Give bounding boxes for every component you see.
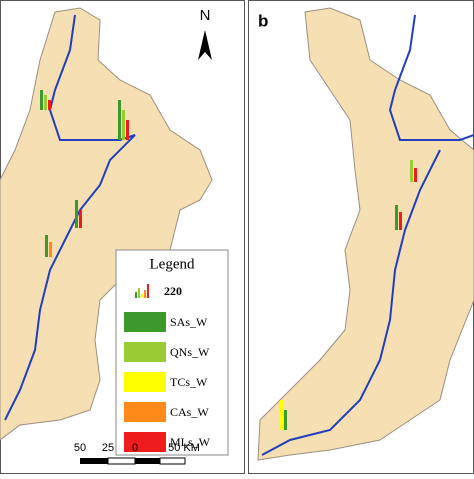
river [4, 14, 136, 421]
legend-sample [135, 284, 149, 298]
region-map [257, 7, 474, 461]
legend-title: Legend [150, 256, 195, 272]
scale-label: 50 KM [168, 442, 200, 454]
panel-label: b [258, 11, 268, 30]
scale-bar [80, 457, 186, 465]
scale-label: 50 [74, 442, 86, 454]
legend-swatch [124, 312, 166, 332]
north-label: N [200, 7, 211, 24]
legend-swatch [124, 372, 166, 392]
legend-swatch [124, 402, 166, 422]
glyph-bars [40, 90, 417, 430]
scale-label: 25 [102, 442, 114, 454]
legend-label: MLs_W [170, 435, 211, 449]
legend-swatch [124, 342, 166, 362]
north-arrow [198, 30, 212, 60]
legend-sample-value: 220 [164, 284, 182, 298]
scale-label: 0 [132, 442, 138, 454]
river [261, 14, 474, 456]
legend-label: TCs_W [170, 375, 208, 389]
legend-label: QNs_W [170, 345, 210, 359]
legend-label: CAs_W [170, 405, 209, 419]
legend-swatch [124, 432, 166, 452]
legend-label: SAs_W [170, 315, 208, 329]
